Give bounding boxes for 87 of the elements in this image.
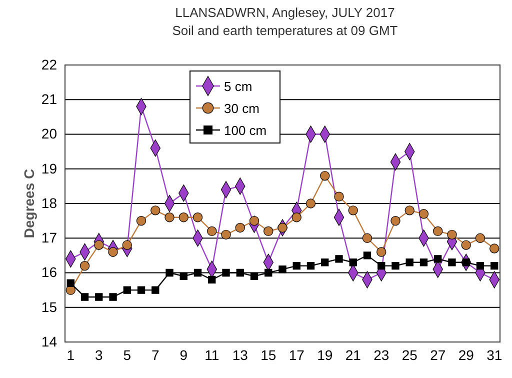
point xyxy=(236,268,244,277)
point xyxy=(406,258,414,266)
x-tick-label: 1 xyxy=(66,346,75,363)
y-tick-label: 22 xyxy=(41,56,58,72)
point xyxy=(194,268,202,277)
x-tick-label: 23 xyxy=(374,346,390,363)
point xyxy=(66,279,74,287)
point xyxy=(321,258,329,266)
point xyxy=(109,293,117,301)
y-tick-label: 19 xyxy=(41,160,58,176)
point xyxy=(433,226,443,236)
point xyxy=(222,268,230,277)
x-tick-label: 3 xyxy=(95,346,103,363)
point xyxy=(192,212,203,222)
point xyxy=(392,262,400,270)
point xyxy=(420,258,428,266)
x-tick-label: 25 xyxy=(402,346,418,363)
point xyxy=(123,286,131,294)
point xyxy=(447,230,457,240)
point xyxy=(164,212,174,222)
y-axis-title: Degrees C xyxy=(21,168,37,238)
x-tick-label: 29 xyxy=(458,346,474,363)
point xyxy=(152,286,160,294)
x-tick-label: 5 xyxy=(123,346,132,363)
chart-title: LLANSADWRN, Anglesey, JULY 2017 xyxy=(175,5,395,20)
point xyxy=(461,240,471,250)
point xyxy=(320,170,330,181)
point xyxy=(334,192,344,202)
point xyxy=(178,212,188,222)
point xyxy=(363,252,372,260)
point xyxy=(95,293,103,301)
point xyxy=(150,206,160,216)
x-tick-label: 9 xyxy=(180,346,188,363)
x-tick-label: 13 xyxy=(232,346,248,363)
legend-label: 5 cm xyxy=(224,79,252,94)
point xyxy=(166,268,174,277)
point xyxy=(80,260,90,271)
point xyxy=(434,255,442,263)
point xyxy=(418,209,429,219)
y-tick-label: 18 xyxy=(41,194,58,211)
point xyxy=(378,262,386,270)
point xyxy=(264,226,274,236)
point xyxy=(348,206,358,216)
point xyxy=(306,262,315,270)
x-tick-label: 17 xyxy=(288,346,305,363)
point xyxy=(136,216,146,226)
x-tick-label: 15 xyxy=(260,346,276,363)
point xyxy=(490,244,500,254)
point xyxy=(292,262,300,270)
point xyxy=(306,198,316,208)
point xyxy=(292,212,302,222)
point xyxy=(250,272,258,280)
point xyxy=(476,262,484,270)
point xyxy=(264,268,272,277)
point xyxy=(221,230,231,240)
point xyxy=(207,226,217,236)
point xyxy=(278,265,286,274)
x-tick-label: 21 xyxy=(345,346,362,363)
legend-label: 100 cm xyxy=(224,123,267,138)
x-tick-label: 19 xyxy=(317,346,333,363)
point xyxy=(362,233,372,243)
point xyxy=(80,293,89,301)
point xyxy=(448,258,456,266)
point xyxy=(335,255,343,263)
x-tick-label: 31 xyxy=(486,346,502,363)
point xyxy=(390,216,400,226)
y-tick-label: 14 xyxy=(41,333,58,350)
point xyxy=(490,262,498,270)
y-tick-label: 17 xyxy=(41,230,58,246)
y-tick-label: 15 xyxy=(41,298,58,315)
point xyxy=(404,206,414,216)
point xyxy=(137,286,146,294)
point xyxy=(249,216,260,226)
x-tick-label: 27 xyxy=(430,346,446,363)
x-tick-label: 11 xyxy=(204,346,220,363)
point xyxy=(208,276,216,284)
point xyxy=(349,258,357,266)
point xyxy=(180,272,188,280)
y-tick-label: 16 xyxy=(41,264,58,280)
x-tick-label: 7 xyxy=(151,346,160,363)
point xyxy=(475,233,486,243)
point xyxy=(376,247,386,257)
y-tick-label: 21 xyxy=(41,91,58,108)
chart-subtitle: Soil and earth temperatures at 09 GMT xyxy=(172,23,398,38)
point xyxy=(235,222,245,233)
legend-label: 30 cm xyxy=(224,101,260,116)
y-tick-label: 20 xyxy=(41,126,58,142)
